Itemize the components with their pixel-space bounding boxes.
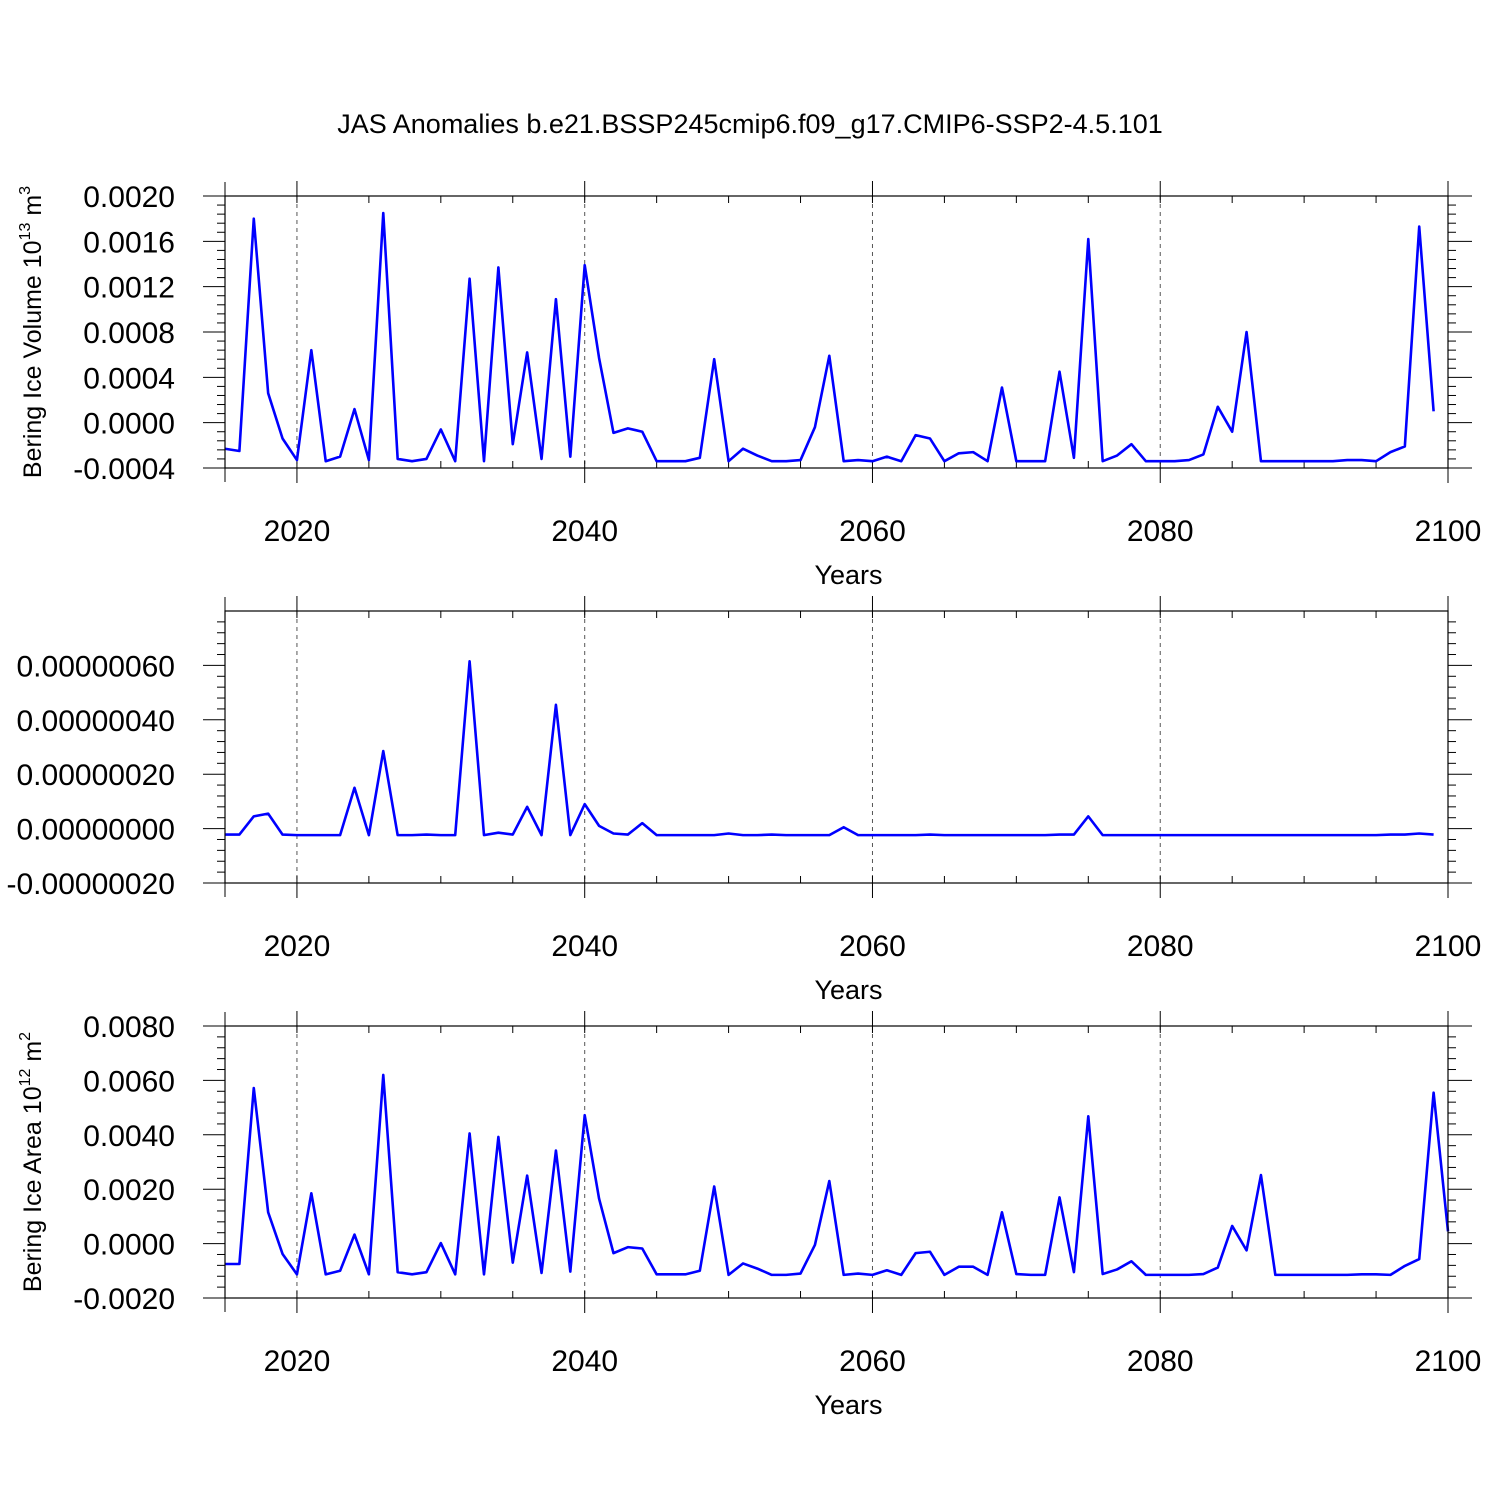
plot-frame [224,1025,1449,1299]
x-tick-label: 2060 [839,1345,906,1378]
y-tick-label: -0.0004 [73,453,175,486]
y-axis-label-part: m [19,195,47,223]
y-tick-label: 0.0004 [83,362,175,395]
plot-frame [224,195,1449,469]
x-tick-label: 2060 [839,930,906,963]
x-tick-label: 2100 [1415,930,1482,963]
y-tick-label: 0.00000020 [17,759,176,792]
y-tick-label: 0.0012 [83,272,175,305]
y-tick-label: -0.0020 [73,1283,175,1316]
x-axis-label: Years [814,1390,882,1420]
y-tick-label: 0.00000040 [17,705,176,738]
y-tick-label: 0.0000 [83,408,175,441]
y-tick-label: 0.0060 [83,1065,175,1098]
x-tick-label: 2020 [264,515,331,548]
x-axis-label: Years [814,560,882,590]
x-tick-label: 2040 [551,930,618,963]
y-axis-label: Bering Ice Volume 1013 m3 [17,186,47,478]
y-axis-label-part: Bering Ice Volume 10 [19,240,47,478]
figure-title: JAS Anomalies b.e21.BSSP245cmip6.f09_g17… [337,109,1163,139]
series-line [225,1073,1450,1277]
y-axis-label-part: 13 [17,223,34,241]
x-tick-label: 2080 [1127,515,1194,548]
plot-frame [224,610,1449,884]
y-axis-label-part: 2 [17,1032,34,1041]
y-tick-label: 0.0020 [83,181,175,214]
panel-2: -0.00000020 0.00000000 0.00000020 0.0000004… [7,596,1482,1005]
y-tick-label: 0.0080 [83,1011,175,1044]
series-line [224,211,1435,463]
y-tick-label: 0.00000060 [17,650,176,683]
x-tick-label: 2020 [264,930,331,963]
x-tick-label: 2080 [1127,1345,1194,1378]
x-tick-label: 2100 [1415,515,1482,548]
y-axis-label-part: m [19,1041,47,1069]
y-tick-label: 0.0000 [83,1229,175,1262]
y-tick-label: 0.0008 [83,317,175,350]
y-tick-label: 0.00000000 [17,814,176,847]
x-axis-label: Years [814,975,882,1005]
panel-1: -0.0004 0.0000 0.0004 0.0008 0.0012 0.0016 0.0… [17,181,1481,590]
y-axis-label-part: Bering Ice Area 10 [19,1086,47,1292]
x-tick-label: 2060 [839,515,906,548]
y-tick-label: 0.0020 [83,1174,175,1207]
panel-3: -0.0020 0.0000 0.0020 0.0040 0.0060 0.0080 202… [17,1011,1481,1420]
x-tick-label: 2080 [1127,930,1194,963]
y-axis-label: Bering Ice Area 1012 m2 [17,1032,47,1292]
series-line [225,660,1434,837]
x-tick-label: 2040 [551,515,618,548]
panels: -0.0004 0.0000 0.0004 0.0008 0.0012 0.0016 0.0… [7,181,1482,1420]
y-axis-label-part: 12 [17,1068,34,1086]
y-tick-label: 0.0040 [83,1120,175,1153]
x-tick-label: 2040 [551,1345,618,1378]
x-tick-label: 2020 [264,1345,331,1378]
y-tick-label: -0.00000020 [7,868,176,901]
y-tick-label: 0.0016 [83,226,175,259]
x-tick-label: 2100 [1415,1345,1482,1378]
y-axis-label-part: 3 [17,186,34,195]
